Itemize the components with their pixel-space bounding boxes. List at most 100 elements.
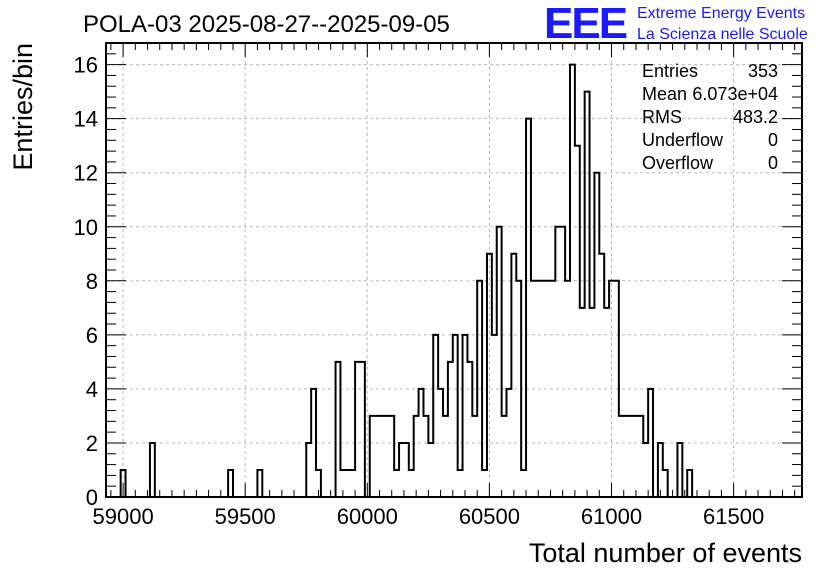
histogram-bin: [423, 416, 428, 497]
histogram-bin: [638, 416, 643, 497]
histogram-bin: [487, 254, 492, 497]
histogram-bin: [448, 362, 453, 497]
histogram-bin: [482, 470, 487, 497]
y-tick-label: 4: [86, 377, 98, 402]
histogram-bin: [526, 119, 531, 497]
histogram-bin: [663, 470, 668, 497]
histogram-bin: [306, 443, 311, 497]
stats-underflow-value: 0: [768, 130, 778, 150]
histogram-bin: [497, 227, 502, 497]
stats-entries-value: 353: [748, 61, 778, 81]
histogram-bin: [472, 416, 477, 497]
histogram-bin: [575, 146, 580, 497]
stats-entries-label: Entries: [642, 61, 698, 81]
histogram-bin: [345, 470, 350, 497]
histogram-bin: [375, 416, 380, 497]
histogram-bin: [507, 389, 512, 497]
histogram-bin: [438, 389, 443, 497]
histogram-bin: [404, 443, 409, 497]
histogram-bin: [370, 416, 375, 497]
histogram-bin: [550, 281, 555, 497]
histogram-bin: [599, 254, 604, 497]
stats-box: Entries 353 Mean 6.073e+04 RMS 483.2 Und…: [642, 61, 778, 173]
histogram-bin: [384, 416, 389, 497]
histogram-bin: [409, 470, 414, 497]
histogram-bin: [257, 470, 262, 497]
histogram-bin: [609, 281, 614, 497]
eee-logo-mark: EEE: [544, 0, 627, 48]
histogram-bin: [585, 92, 590, 497]
histogram-bin: [380, 416, 385, 497]
x-tick-label: 61500: [703, 504, 764, 529]
histogram-bin: [311, 389, 316, 497]
histogram-bin: [614, 281, 619, 497]
tick-labels: 59000 59500 60000 60500 61000 61500 0 2 4 6 8 10 12 1…: [74, 53, 765, 529]
histogram-bin: [443, 416, 448, 497]
histogram-bin: [458, 470, 463, 497]
histogram-bin: [555, 227, 560, 497]
stats-underflow-label: Underflow: [642, 130, 724, 150]
histogram-bin: [467, 362, 472, 497]
histogram-bin: [477, 281, 482, 497]
histogram-bin: [590, 308, 595, 497]
x-tick-label: 61000: [581, 504, 642, 529]
y-tick-label: 6: [86, 323, 98, 348]
histogram-bin: [355, 362, 360, 497]
stats-mean-value: 6.073e+04: [692, 84, 778, 104]
histogram-bin: [428, 443, 433, 497]
y-axis-label: Entries/bin: [8, 43, 38, 171]
histogram-bin: [687, 470, 692, 497]
histogram-bin: [677, 443, 682, 497]
histogram-bin: [648, 389, 653, 497]
y-tick-label: 10: [74, 215, 98, 240]
histogram-bin: [511, 254, 516, 497]
histogram-bin: [336, 362, 341, 497]
histogram-bin: [594, 173, 599, 497]
y-tick-label: 14: [74, 107, 98, 132]
x-tick-label: 59000: [93, 504, 154, 529]
stats-overflow-label: Overflow: [642, 153, 714, 173]
histogram-bin: [629, 416, 634, 497]
histogram-bin: [389, 416, 394, 497]
histogram-bin: [521, 470, 526, 497]
histogram-bin: [570, 65, 575, 497]
x-tick-label: 60000: [337, 504, 398, 529]
histogram-bin: [150, 443, 155, 497]
histogram-bin: [633, 416, 638, 497]
axis-ticks: [106, 43, 802, 498]
y-tick-label: 12: [74, 161, 98, 186]
stats-rms-value: 483.2: [733, 107, 778, 127]
x-tick-label: 59500: [215, 504, 276, 529]
logo-line-2: La Scienza nelle Scuole: [637, 26, 808, 43]
histogram-bin: [658, 443, 663, 497]
histogram-bin: [414, 416, 419, 497]
histogram-bin: [399, 443, 404, 497]
grid-lines: [106, 43, 802, 497]
histogram-bin: [433, 335, 438, 497]
histogram-bin: [394, 470, 399, 497]
histogram-bin: [580, 308, 585, 497]
histogram-bin: [463, 335, 468, 497]
logo-line-1: Extreme Energy Events: [637, 5, 805, 22]
chart-title: POLA-03 2025-08-27--2025-09-05: [83, 11, 450, 38]
histogram-bin: [643, 443, 648, 497]
y-tick-label: 16: [74, 53, 98, 78]
y-tick-label: 0: [86, 485, 98, 510]
histogram-bin: [536, 281, 541, 497]
histogram-bin: [531, 281, 536, 497]
histogram-bin: [350, 470, 355, 497]
y-tick-label: 2: [86, 431, 98, 456]
histogram-bin: [604, 308, 609, 497]
histogram-bin: [492, 335, 497, 497]
stats-rms-label: RMS: [642, 107, 682, 127]
histogram-bin: [619, 416, 624, 497]
histogram-bin: [360, 362, 365, 497]
histogram-bin: [541, 281, 546, 497]
histogram-bin: [546, 281, 551, 497]
y-tick-label: 8: [86, 269, 98, 294]
histogram-bin: [560, 227, 565, 497]
x-tick-label: 60500: [459, 504, 520, 529]
histogram-bin: [453, 335, 458, 497]
histogram-bin: [624, 416, 629, 497]
